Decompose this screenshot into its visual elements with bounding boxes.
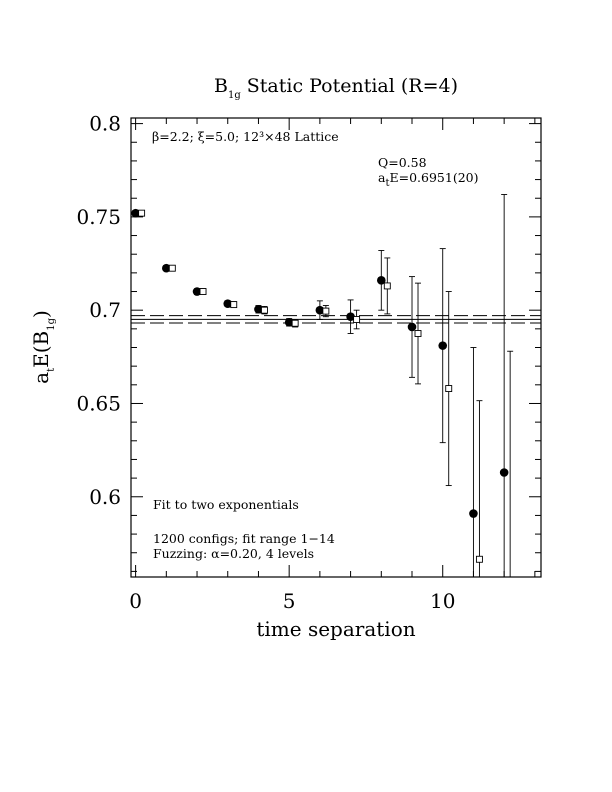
data-point-circle bbox=[131, 208, 140, 218]
data-point-circle bbox=[376, 276, 386, 285]
data-point-circle bbox=[499, 468, 509, 477]
data-point-square bbox=[261, 306, 268, 314]
x-tick-label: 5 bbox=[283, 589, 296, 613]
y-tick-label: 0.75 bbox=[76, 205, 121, 229]
data-point-circle bbox=[254, 304, 263, 314]
data-point-square bbox=[383, 282, 391, 290]
y-tick-label: 0.8 bbox=[89, 112, 121, 136]
data-series bbox=[131, 194, 514, 593]
fuzzing-annotation: Fuzzing: α=0.20, 4 levels bbox=[153, 546, 314, 561]
data-point-square bbox=[507, 587, 513, 593]
tick-labels: 0 5 10 0.6 0.65 0.7 0.75 0.8 bbox=[76, 112, 455, 613]
axis-ticks bbox=[131, 118, 541, 577]
data-point-square bbox=[230, 301, 238, 309]
fit-method-annotation: Fit to two exponentials bbox=[153, 497, 299, 512]
energy-annotation: atE=0.6951(20) bbox=[378, 170, 478, 189]
data-point-square bbox=[168, 264, 176, 272]
y-tick-label: 0.7 bbox=[89, 298, 121, 322]
data-point-square bbox=[138, 209, 146, 217]
fit-band bbox=[131, 315, 541, 324]
data-point-square bbox=[445, 385, 453, 392]
lattice-annotation: β=2.2; ξ=5.0; 12³×48 Lattice bbox=[152, 129, 339, 144]
data-point-square bbox=[353, 316, 361, 323]
y-tick-label: 0.65 bbox=[76, 391, 121, 415]
data-point-square bbox=[291, 319, 299, 327]
data-point-square bbox=[414, 330, 422, 337]
q-value-annotation: Q=0.58 bbox=[378, 155, 427, 170]
data-point-square bbox=[475, 555, 483, 563]
data-point-square bbox=[322, 307, 330, 315]
data-point-circle bbox=[162, 263, 171, 273]
data-point-circle bbox=[438, 341, 448, 350]
data-point-circle bbox=[192, 287, 202, 296]
x-tick-label: 10 bbox=[430, 589, 455, 613]
chart-title: B1g Static Potential (R=4) bbox=[214, 75, 458, 101]
data-point-circle bbox=[223, 299, 233, 308]
data-point-circle bbox=[315, 305, 325, 315]
data-point-circle bbox=[469, 509, 478, 518]
y-tick-label: 0.6 bbox=[89, 485, 121, 509]
x-tick-label: 0 bbox=[129, 589, 142, 613]
data-point-circle bbox=[346, 312, 355, 322]
data-point-circle bbox=[284, 318, 294, 327]
x-axis-label: time separation bbox=[256, 617, 415, 641]
configs-annotation: 1200 configs; fit range 1−14 bbox=[153, 531, 335, 546]
data-point-square bbox=[199, 288, 207, 295]
y-axis-label: atE(B1g) bbox=[29, 310, 57, 384]
data-point-circle bbox=[407, 322, 417, 332]
